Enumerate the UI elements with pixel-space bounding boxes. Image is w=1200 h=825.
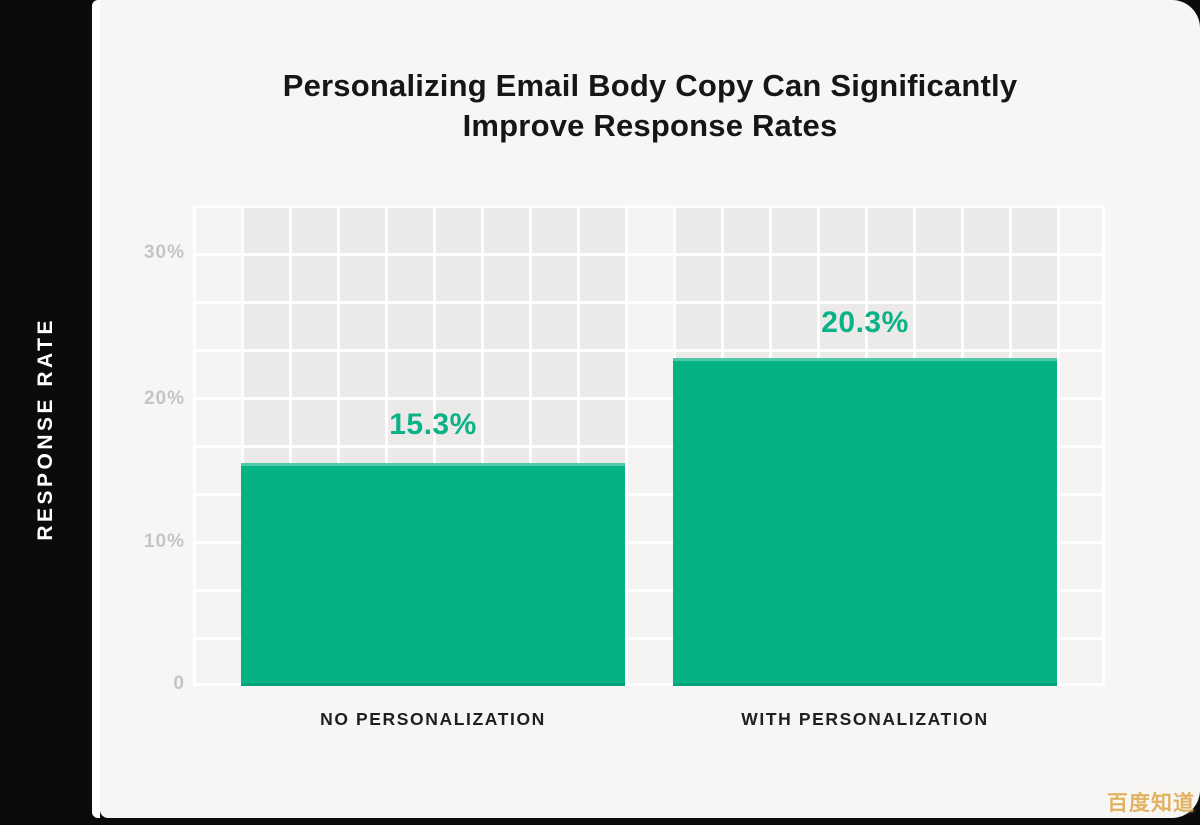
- chart-title-line-1: Personalizing Email Body Copy Can Signif…: [282, 68, 1018, 103]
- chart-title-line-2: Improve Response Rates: [462, 108, 838, 143]
- category-label-with-personalization: WITH PERSONALIZATION: [741, 709, 989, 729]
- value-label-with-personalization: 20.3%: [821, 306, 909, 339]
- y-tick-20: 20%: [143, 388, 185, 409]
- chart-title: Personalizing Email Body Copy Can Signif…: [100, 66, 1200, 146]
- y-tick-0: 0: [173, 673, 185, 694]
- y-tick-30: 30%: [143, 242, 185, 263]
- card-left-edge-highlight: [92, 0, 100, 818]
- watermark-baidu-zhidao: 百度知道: [1107, 792, 1195, 815]
- bar-with-personalization: [673, 358, 1057, 686]
- y-axis-title: RESPONSE RATE: [34, 317, 57, 541]
- category-label-no-personalization: NO PERSONALIZATION: [320, 709, 546, 729]
- plot-area: [193, 205, 1105, 686]
- value-label-no-personalization: 15.3%: [389, 408, 477, 441]
- bar-no-personalization: [241, 463, 625, 686]
- y-tick-10: 10%: [143, 531, 185, 552]
